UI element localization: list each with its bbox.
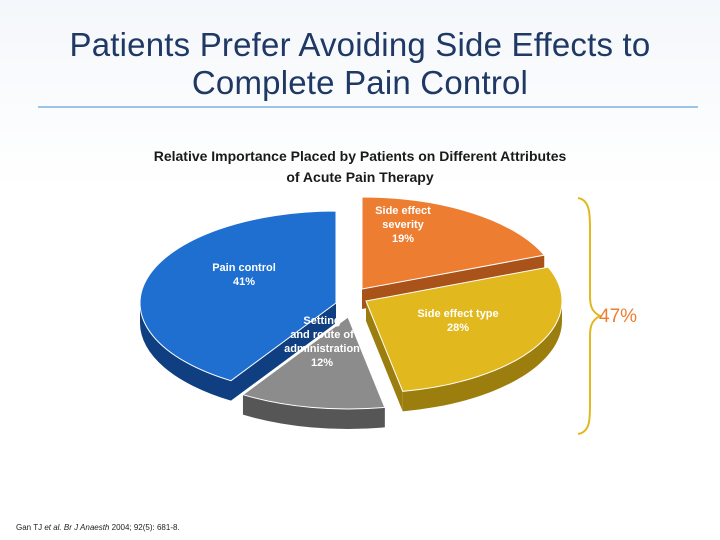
- pie-slice-side-1: [402, 301, 562, 412]
- brace-percentage-label: 47%: [599, 306, 637, 327]
- pie-slice-name-label-1: Side effect type: [417, 308, 498, 320]
- pie-slice-wall-1-1: [366, 301, 403, 412]
- chart-title: Relative Importance Placed by Patients o…: [60, 146, 660, 188]
- chart-title-line-2: of Acute Pain Therapy: [286, 169, 434, 185]
- pie-slice-name-label-2: Setting: [303, 315, 340, 327]
- title-divider: [38, 106, 698, 108]
- pie-labels: Side effect severity 19% Side effect type 28…: [212, 205, 498, 369]
- pie-slice-wall-3-0: [230, 303, 336, 401]
- pie-slices: [139, 196, 563, 429]
- pie-slice-side-effect-severity: [361, 196, 546, 290]
- pie-slice-setting-and-route-of-administration: [241, 316, 386, 410]
- pie-slice-value-label-0: 19%: [392, 233, 414, 245]
- pie-slice-name-label-3: Pain control: [212, 262, 276, 274]
- citation-reference: 2004; 92(5): 681-8.: [109, 523, 180, 532]
- brace-bracket: [577, 197, 603, 435]
- pie-slice-name-label-0: severity: [382, 219, 424, 231]
- pie-slice-name-label-2: and route of: [290, 329, 354, 341]
- slide-title: Patients Prefer Avoiding Side Effects to…: [0, 26, 720, 102]
- pie-slice-value-label-1: 28%: [447, 322, 469, 334]
- pie-slice-pain-control: [139, 210, 337, 382]
- citation: Gan TJ et al. Br J Anaesth 2004; 92(5): …: [16, 523, 180, 532]
- pie-slice-value-label-3: 41%: [233, 276, 255, 288]
- pie-slice-side-3: [140, 303, 231, 401]
- pie-slice-name-label-2: administration: [284, 343, 360, 355]
- pie-slice-side-effect-type: [365, 266, 563, 392]
- citation-journal: et al. Br J Anaesth: [44, 523, 110, 532]
- pie-slice-value-label-2: 12%: [311, 357, 333, 369]
- slide-title-line-1: Patients Prefer Avoiding Side Effects to: [69, 26, 651, 63]
- citation-authors: Gan TJ: [16, 523, 45, 532]
- chart-title-line-1: Relative Importance Placed by Patients o…: [153, 148, 567, 164]
- pie-slice-name-label-0: Side effect: [375, 205, 431, 217]
- slide-title-line-2: Complete Pain Control: [191, 64, 529, 101]
